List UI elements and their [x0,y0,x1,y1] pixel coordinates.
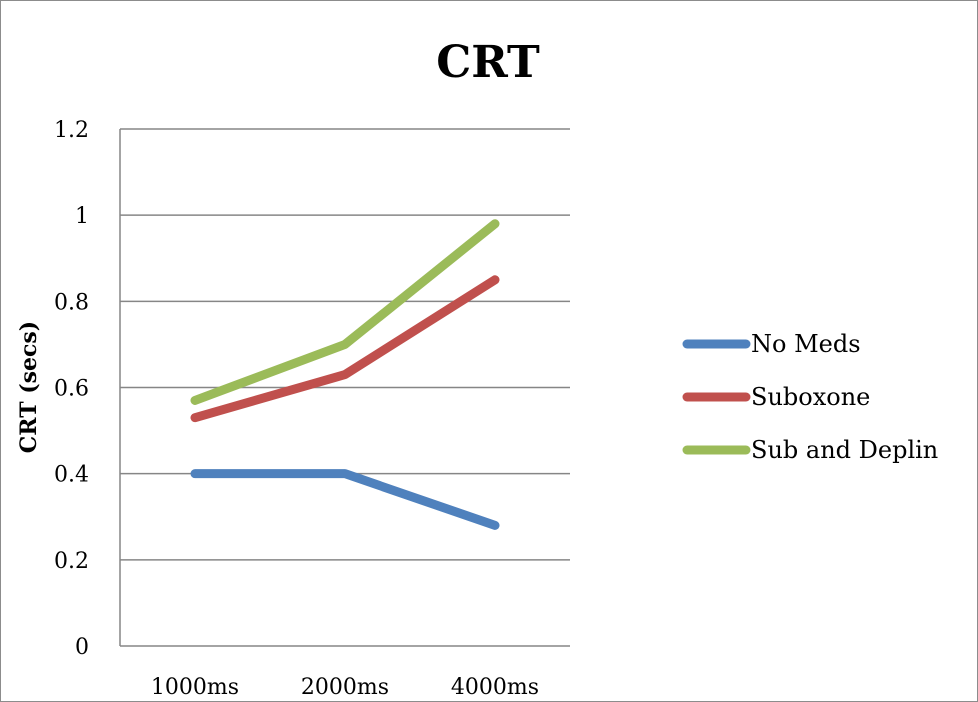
legend-label: Sub and Deplin [751,436,938,464]
y-axis-title: CRT (secs) [16,321,42,453]
legend-label: No Meds [751,330,861,358]
chart-title: CRT [436,37,540,88]
x-tick-label: 1000ms [151,675,239,700]
y-tick-label: 0.8 [54,290,89,315]
series-line-sub-and-deplin [190,219,500,405]
y-tick-label: 1.2 [54,118,89,143]
y-tick-label: 1 [75,204,89,229]
y-tick-label: 0.6 [54,377,89,402]
legend-label: Suboxone [751,383,870,411]
x-tick-label: 2000ms [301,675,389,700]
series-line-no-meds [190,469,500,530]
series-lines [190,219,500,530]
y-tick-labels: 0 0.2 0.4 0.6 0.8 1 1.2 [54,118,89,660]
series-line-suboxone [190,275,500,423]
y-tick-label: 0 [75,635,89,660]
y-tick-label: 0.2 [54,549,89,574]
x-tick-labels: 1000ms 2000ms 4000ms [151,675,539,700]
x-tick-label: 4000ms [451,675,539,700]
legend: No Meds Suboxone Sub and Deplin [682,330,938,464]
axes [119,129,570,647]
y-tick-label: 0.4 [54,463,89,488]
